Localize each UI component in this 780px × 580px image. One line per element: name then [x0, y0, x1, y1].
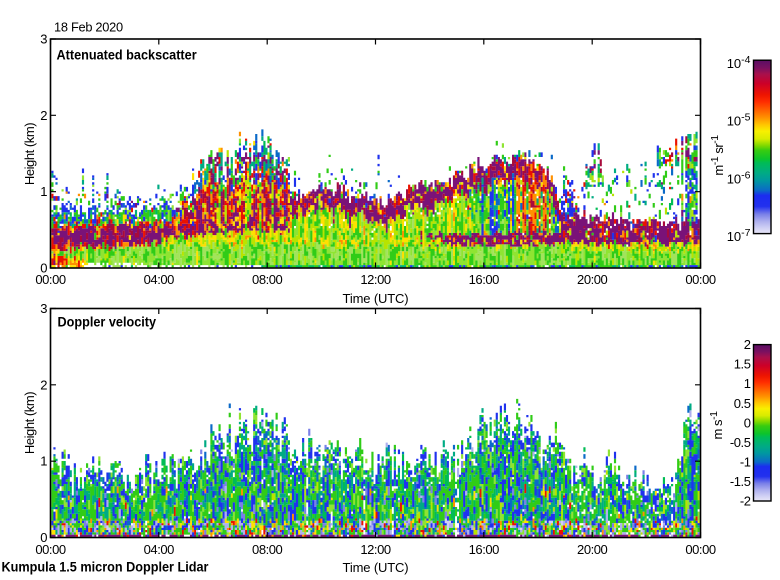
- svg-text:3: 3: [40, 32, 47, 47]
- svg-text:1: 1: [40, 184, 47, 199]
- svg-text:Time (UTC): Time (UTC): [343, 560, 409, 575]
- svg-text:m-1 sr-1: m-1 sr-1: [709, 135, 726, 176]
- svg-text:00:00: 00:00: [685, 542, 716, 557]
- svg-text:08:00: 08:00: [252, 542, 283, 557]
- svg-text:18 Feb 2020: 18 Feb 2020: [54, 20, 123, 35]
- svg-text:-2: -2: [740, 494, 751, 509]
- svg-text:Height (km): Height (km): [22, 392, 37, 454]
- svg-text:1.5: 1.5: [734, 357, 751, 372]
- svg-text:16:00: 16:00: [469, 542, 500, 557]
- svg-text:Doppler velocity: Doppler velocity: [58, 314, 157, 330]
- svg-text:04:00: 04:00: [144, 542, 175, 557]
- svg-text:0: 0: [40, 261, 47, 276]
- svg-text:Time (UTC): Time (UTC): [343, 291, 409, 306]
- svg-text:3: 3: [40, 301, 47, 316]
- svg-text:12:00: 12:00: [360, 272, 391, 287]
- svg-text:Kumpula 1.5 micron Doppler Lid: Kumpula 1.5 micron Doppler Lidar: [2, 559, 209, 575]
- svg-text:0: 0: [744, 415, 751, 430]
- svg-text:-0.5: -0.5: [730, 435, 751, 450]
- svg-text:00:00: 00:00: [35, 272, 66, 287]
- svg-text:Height (km): Height (km): [22, 123, 37, 185]
- svg-text:20:00: 20:00: [577, 542, 608, 557]
- svg-text:20:00: 20:00: [577, 272, 608, 287]
- svg-text:Attenuated backscatter: Attenuated backscatter: [57, 47, 197, 63]
- svg-text:00:00: 00:00: [35, 542, 66, 557]
- svg-text:0: 0: [40, 530, 47, 545]
- svg-text:-1.5: -1.5: [730, 474, 751, 489]
- svg-text:12:00: 12:00: [360, 542, 391, 557]
- svg-text:0.5: 0.5: [734, 396, 751, 411]
- svg-text:-1: -1: [740, 454, 751, 469]
- svg-text:08:00: 08:00: [252, 272, 283, 287]
- svg-text:2: 2: [40, 108, 47, 123]
- svg-text:1: 1: [40, 454, 47, 469]
- svg-text:1: 1: [744, 376, 751, 391]
- svg-text:16:00: 16:00: [469, 272, 500, 287]
- svg-text:2: 2: [744, 337, 751, 352]
- svg-text:00:00: 00:00: [685, 272, 716, 287]
- svg-text:2: 2: [40, 377, 47, 392]
- svg-text:04:00: 04:00: [144, 272, 175, 287]
